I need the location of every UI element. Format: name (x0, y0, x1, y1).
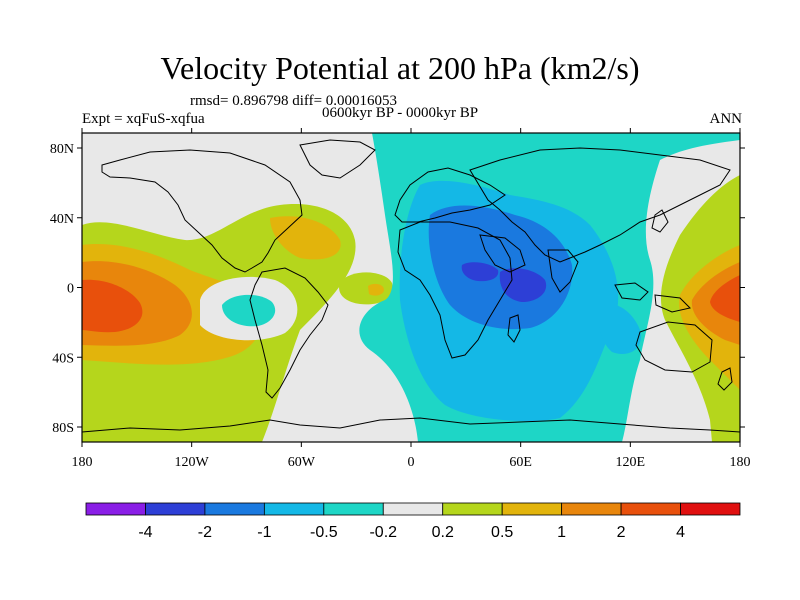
x-tick-label: 0 (408, 455, 415, 470)
x-tick-label: 60W (288, 455, 316, 470)
y-axis: 80N 40N 0 40S 80S (50, 142, 745, 436)
field-neg-mod-seasia (598, 303, 641, 354)
colorbar-label: 0.5 (491, 524, 513, 541)
colorbar-swatch (85, 502, 146, 516)
x-tick-label: 120E (616, 455, 646, 470)
colorbar-label: 2 (617, 524, 626, 541)
y-tick-label: 80N (50, 142, 74, 157)
colorbar-label: 1 (557, 524, 566, 541)
colorbar-swatch (145, 502, 206, 516)
colorbar-label: -4 (138, 524, 152, 541)
colorbar-swatch (561, 502, 622, 516)
x-tick-label: 60E (509, 455, 532, 470)
map-title: Velocity Potential at 200 hPa (km2/s) (160, 50, 640, 86)
colorbar: -4 -2 -1 -0.5 -0.2 0.2 0.5 1 2 4 (85, 502, 741, 541)
colorbar-swatch (323, 502, 384, 516)
field-pos-weak-atlantic (339, 272, 393, 305)
colorbar-swatch (620, 502, 681, 516)
field-pos-mod-atlantic (368, 283, 384, 296)
colorbar-label: -0.2 (369, 524, 397, 541)
field-pos-mod-caribbean (270, 216, 341, 260)
coastlines (82, 139, 740, 433)
y-tick-label: 40N (50, 212, 74, 227)
experiment-label: Expt = xqFuS-xqfua (82, 111, 205, 127)
x-tick-label: 180 (72, 455, 93, 470)
y-tick-label: 40S (52, 351, 74, 366)
y-tick-label: 0 (67, 282, 74, 297)
field-pos-max-east (710, 275, 740, 322)
colorbar-label: -2 (198, 524, 212, 541)
colorbar-swatch (382, 502, 444, 516)
colorbar-label: 0.2 (432, 524, 454, 541)
field-pos-max-west (82, 279, 143, 333)
colorbar-swatch (680, 502, 741, 516)
x-axis: 180 120W 60W 0 60E 120E 180 (72, 128, 751, 470)
colorbar-label: -1 (257, 524, 271, 541)
contour-field (82, 133, 740, 442)
stats-text: rmsd= 0.896798 diff= 0.00016053 (190, 93, 398, 109)
colorbar-swatch (263, 502, 325, 516)
colorbar-label: -0.5 (310, 524, 338, 541)
x-tick-label: 180 (730, 455, 751, 470)
field-neg-max-1 (461, 262, 499, 282)
colorbar-swatch (501, 502, 563, 516)
season-label: ANN (709, 111, 743, 127)
field-neg-weak-samerica (222, 294, 276, 327)
x-tick-label: 120W (175, 455, 210, 470)
period-label: 0600kyr BP - 0000kyr BP (322, 105, 479, 121)
colorbar-swatch (204, 502, 265, 516)
colorbar-swatch (442, 502, 503, 516)
y-tick-label: 80S (52, 421, 74, 436)
colorbar-label: 4 (676, 524, 685, 541)
